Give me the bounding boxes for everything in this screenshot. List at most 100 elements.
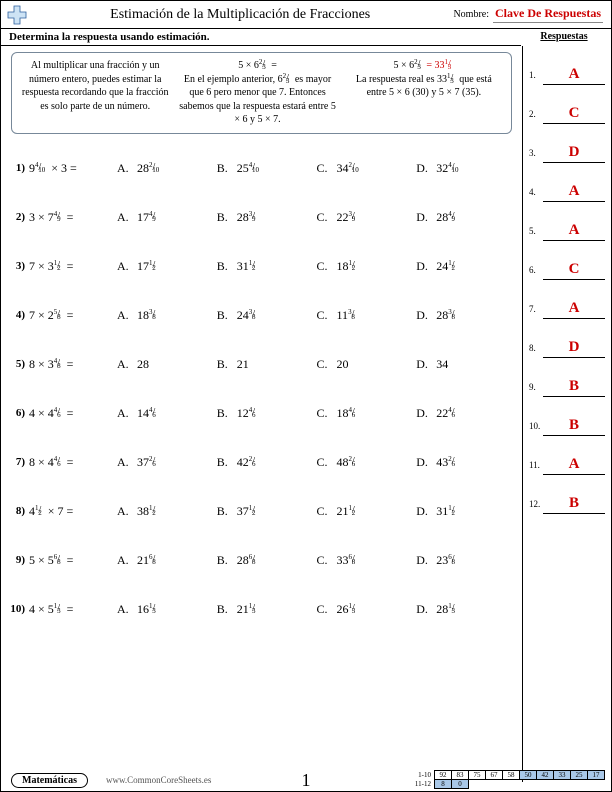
- problem-row: 2) 3 × 74/9 = A.174/9B.283/9C.223/9D.284…: [7, 193, 516, 242]
- answer-number: 3.: [529, 148, 543, 158]
- content-area: Al multiplicar una fracción y un número …: [1, 46, 611, 782]
- option: A.183/8: [117, 308, 217, 323]
- option: D.324/10: [416, 161, 516, 176]
- option: C.184/6: [317, 406, 417, 421]
- problems: 1) 94/10 × 3 = A.282/10B.254/10C.342/10D…: [1, 138, 522, 634]
- answer-value: A: [543, 456, 605, 475]
- problem-number: 8): [7, 505, 29, 517]
- option: A.28: [117, 357, 217, 372]
- answer-row: 9. B: [529, 378, 605, 397]
- problem-expression: 5 × 56/8 =: [29, 553, 117, 568]
- option: C.211/2: [317, 504, 417, 519]
- problem-expression: 94/10 × 3 =: [29, 161, 117, 176]
- answer-row: 1. A: [529, 66, 605, 85]
- option: D.432/6: [416, 455, 516, 470]
- option: C.342/10: [317, 161, 417, 176]
- problem-number: 4): [7, 309, 29, 321]
- option: C.261/3: [317, 602, 417, 617]
- answer-value: C: [543, 261, 605, 280]
- problem-row: 6) 4 × 44/6 = A.144/6B.124/6C.184/6D.224…: [7, 389, 516, 438]
- answer-value: B: [543, 417, 605, 436]
- option: A.161/3: [117, 602, 217, 617]
- explain-left: Al multiplicar una fracción y un número …: [20, 59, 170, 127]
- answer-number: 7.: [529, 304, 543, 314]
- problem-number: 6): [7, 407, 29, 419]
- answer-row: 4. A: [529, 183, 605, 202]
- problem-row: 10) 4 × 51/3 = A.161/3B.211/3C.261/3D.28…: [7, 585, 516, 634]
- problem-expression: 41/2 × 7 =: [29, 504, 117, 519]
- answer-row: 5. A: [529, 222, 605, 241]
- option: B.243/8: [217, 308, 317, 323]
- option: A.381/2: [117, 504, 217, 519]
- problem-row: 1) 94/10 × 3 = A.282/10B.254/10C.342/10D…: [7, 144, 516, 193]
- answer-value: D: [543, 339, 605, 358]
- option: B.371/2: [217, 504, 317, 519]
- answers-column: 1. A 2. C 3. D 4. A 5. A 6. C 7. A 8. D: [523, 46, 611, 782]
- problem-expression: 8 × 34/8 =: [29, 357, 117, 372]
- option: C.113/8: [317, 308, 417, 323]
- answer-value: C: [543, 105, 605, 124]
- option: D.283/8: [416, 308, 516, 323]
- answer-row: 6. C: [529, 261, 605, 280]
- header: Estimación de la Multiplicación de Fracc…: [1, 1, 611, 29]
- problem-number: 9): [7, 554, 29, 566]
- answer-row: 10. B: [529, 417, 605, 436]
- option: C.20: [317, 357, 417, 372]
- answer-row: 7. A: [529, 300, 605, 319]
- option: B.21: [217, 357, 317, 372]
- option: A.282/10: [117, 161, 217, 176]
- answer-number: 8.: [529, 343, 543, 353]
- footer: Matemáticas www.CommonCoreSheets.es 1 1-…: [1, 769, 611, 791]
- problem-expression: 8 × 44/6 =: [29, 455, 117, 470]
- explain-mid: 5 × 62/3 = En el ejemplo anterior, 62/3 …: [178, 59, 336, 127]
- problem-expression: 3 × 74/9 =: [29, 210, 117, 225]
- option: C.482/6: [317, 455, 417, 470]
- problem-expression: 7 × 31/2 =: [29, 259, 117, 274]
- problem-row: 5) 8 × 34/8 = A.28B.21C.20D.34: [7, 340, 516, 389]
- answer-row: 3. D: [529, 144, 605, 163]
- problem-row: 8) 41/2 × 7 = A.381/2B.371/2C.211/2D.311…: [7, 487, 516, 536]
- problem-row: 7) 8 × 44/6 = A.372/6B.422/6C.482/6D.432…: [7, 438, 516, 487]
- option: C.181/2: [317, 259, 417, 274]
- answer-number: 12.: [529, 499, 543, 509]
- option: A.171/2: [117, 259, 217, 274]
- problem-number: 10): [7, 603, 29, 615]
- option: A.372/6: [117, 455, 217, 470]
- instructions: Determina la respuesta usando estimación…: [1, 29, 521, 46]
- option: B.286/8: [217, 553, 317, 568]
- option: D.224/6: [416, 406, 516, 421]
- problem-number: 5): [7, 358, 29, 370]
- answer-row: 11. A: [529, 456, 605, 475]
- option: B.124/6: [217, 406, 317, 421]
- answer-value: A: [543, 300, 605, 319]
- option: A.216/8: [117, 553, 217, 568]
- problem-expression: 4 × 44/6 =: [29, 406, 117, 421]
- main-column: Al multiplicar una fracción y un número …: [1, 46, 523, 782]
- problem-row: 4) 7 × 25/8 = A.183/8B.243/8C.113/8D.283…: [7, 291, 516, 340]
- option: D.284/9: [416, 210, 516, 225]
- score-grid: 1-109283756758504233251711-1280: [413, 770, 606, 789]
- explanation-box: Al multiplicar una fracción y un número …: [11, 52, 512, 134]
- answer-key-label: Clave De Respuestas: [493, 6, 603, 23]
- answer-number: 2.: [529, 109, 543, 119]
- option: C.223/9: [317, 210, 417, 225]
- problem-number: 2): [7, 211, 29, 223]
- option: D.34: [416, 357, 516, 372]
- answer-number: 6.: [529, 265, 543, 275]
- problem-row: 3) 7 × 31/2 = A.171/2B.311/2C.181/2D.241…: [7, 242, 516, 291]
- site-url: www.CommonCoreSheets.es: [106, 775, 211, 785]
- problem-expression: 4 × 51/3 =: [29, 602, 117, 617]
- answer-number: 5.: [529, 226, 543, 236]
- subject-badge: Matemáticas: [11, 773, 88, 788]
- option: D.311/2: [416, 504, 516, 519]
- explain-right: 5 × 62/3 = 331/3 La respuesta real es 33…: [345, 59, 503, 127]
- option: D.281/3: [416, 602, 516, 617]
- answer-number: 4.: [529, 187, 543, 197]
- problem-row: 9) 5 × 56/8 = A.216/8B.286/8C.336/8D.236…: [7, 536, 516, 585]
- option: B.311/2: [217, 259, 317, 274]
- problem-number: 7): [7, 456, 29, 468]
- answer-row: 2. C: [529, 105, 605, 124]
- worksheet-page: Estimación de la Multiplicación de Fracc…: [0, 0, 612, 792]
- option: B.283/9: [217, 210, 317, 225]
- option: D.241/2: [416, 259, 516, 274]
